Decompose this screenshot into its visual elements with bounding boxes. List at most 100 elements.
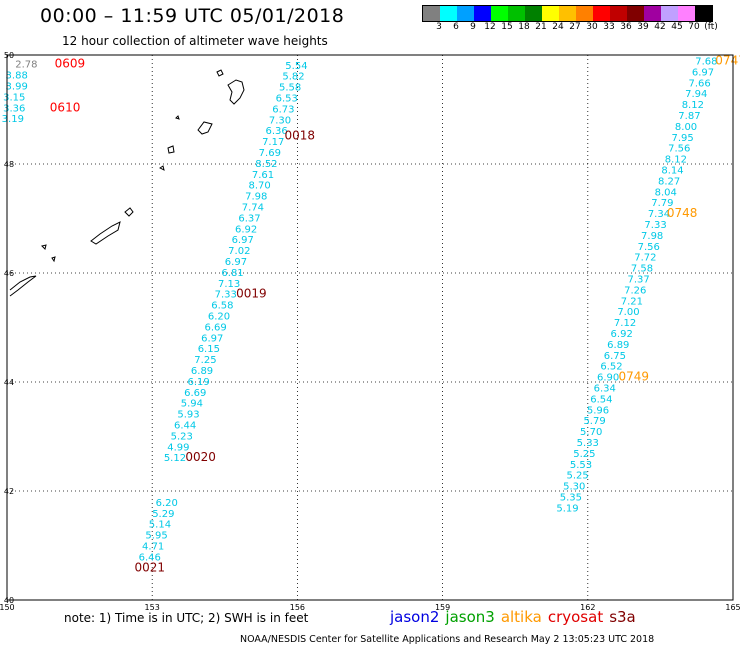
color-scale-label: 24 — [552, 22, 564, 32]
pass-time-label: 0021 — [135, 560, 166, 574]
wave-height-value: 5.96 — [587, 405, 609, 416]
color-scale-label: 33 — [603, 22, 615, 32]
island-small-6 — [51, 256, 56, 263]
color-scale-bar — [422, 5, 713, 22]
wave-height-value: 7.30 — [269, 115, 291, 126]
wave-height-value: 6.53 — [276, 94, 298, 105]
wave-height-value: 7.98 — [641, 231, 663, 242]
x-tick-label: 156 — [290, 603, 305, 612]
wave-height-value: 3.36 — [3, 103, 25, 114]
x-tick-label: 153 — [145, 603, 160, 612]
wave-height-value: 5.12 — [164, 453, 186, 464]
wave-height-value: 8.12 — [665, 155, 687, 166]
color-swatch — [644, 6, 661, 21]
wave-height-value: 7.98 — [245, 192, 267, 203]
color-swatch — [423, 6, 440, 21]
wave-height-value: 7.79 — [651, 198, 673, 209]
pass-time-label: 0609 — [55, 57, 86, 71]
color-scale-label: 9 — [470, 22, 476, 32]
color-swatch — [508, 6, 525, 21]
satellite-legend-item: jason2 — [390, 608, 440, 626]
wave-height-value: 7.72 — [634, 253, 656, 264]
color-scale-label: 18 — [518, 22, 530, 32]
color-swatch — [457, 6, 474, 21]
color-swatch — [661, 6, 678, 21]
wave-height-value: 6.97 — [225, 257, 247, 268]
wave-height-value: 4.71 — [142, 542, 164, 553]
coastline-islands — [9, 69, 245, 297]
wave-height-value: 8.04 — [655, 187, 677, 198]
wave-height-value: 6.52 — [600, 362, 622, 373]
wave-height-value: 6.44 — [174, 421, 196, 432]
island-iturup — [90, 221, 121, 245]
island-small-2 — [175, 115, 180, 120]
wave-height-value: 5.35 — [560, 492, 582, 503]
island-paramushir — [227, 79, 245, 105]
island-small-4 — [159, 165, 165, 171]
wave-height-value: 5.19 — [556, 503, 578, 514]
wave-height-value: 7.37 — [627, 274, 649, 285]
wave-height-value: 7.13 — [218, 279, 240, 290]
wave-height-value: 6.97 — [692, 67, 714, 78]
color-scale-label: 42 — [654, 22, 666, 32]
wave-height-value: 6.69 — [204, 322, 226, 333]
wave-height-value: 6.19 — [188, 377, 210, 388]
wave-height-value: 5.95 — [145, 531, 167, 542]
color-scale-label: 27 — [569, 22, 581, 32]
color-scale-label: 12 — [484, 22, 496, 32]
satellite-legend-item: cryosat — [547, 608, 604, 626]
wave-height-value: 6.37 — [238, 213, 260, 224]
wave-height-value: 7.21 — [621, 296, 643, 307]
wave-height-value: 6.15 — [198, 344, 220, 355]
time-labels: 0609 0610 0018 0019 0020 0021 0747 0748 0749 — [50, 53, 740, 574]
color-swatch — [440, 6, 457, 21]
satellite-legend-item: altika — [500, 608, 542, 626]
wave-height-value: 6.97 — [201, 333, 223, 344]
footer-note: note: 1) Time is in UTC; 2) SWH is in fe… — [64, 611, 309, 625]
wave-height-value: 6.89 — [607, 340, 629, 351]
wave-height-value: 7.33 — [644, 220, 666, 231]
wave-height-value: 5.14 — [149, 520, 171, 531]
wave-height-value: 8.14 — [661, 165, 683, 176]
wave-height-value: 6.81 — [221, 268, 243, 279]
wave-height-value: 3.15 — [3, 92, 25, 103]
wave-height-value: 7.33 — [215, 290, 237, 301]
color-swatch — [627, 6, 644, 21]
altimeter-tracks: 5.545.825.586.536.737.306.367.177.698.52… — [2, 56, 718, 563]
wave-height-value: 6.20 — [208, 312, 230, 323]
wave-height-value: 6.58 — [211, 301, 233, 312]
color-swatch — [474, 6, 491, 21]
footer-credit: NOAA/NESDIS Center for Satellite Applica… — [240, 634, 655, 645]
map-title: 00:00 – 11:59 UTC 05/01/2018 — [40, 5, 345, 27]
wave-height-value: 7.25 — [194, 355, 216, 366]
wave-height-value: 7.26 — [624, 285, 646, 296]
color-swatch — [576, 6, 593, 21]
wave-height-value: 5.94 — [181, 399, 203, 410]
x-tick-label: 162 — [580, 603, 595, 612]
color-scale-label: 45 — [671, 22, 683, 32]
wave-height-value: 7.34 — [648, 209, 670, 220]
wave-height-value: 6.92 — [611, 329, 633, 340]
wave-height-value: 6.36 — [265, 126, 287, 137]
y-tick-label: 44 — [4, 378, 14, 387]
x-tick-label: 165 — [725, 603, 740, 612]
wave-height-value: 5.93 — [177, 410, 199, 421]
color-swatch — [593, 6, 610, 21]
wave-height-value: 2.78 — [15, 60, 37, 71]
color-scale-label: 6 — [453, 22, 459, 32]
color-swatch — [678, 6, 695, 21]
pass-time-label: 0020 — [185, 450, 216, 464]
color-scale-label: 21 — [535, 22, 547, 32]
wave-height-value: 6.46 — [139, 552, 161, 563]
wave-height-value: 7.58 — [631, 264, 653, 275]
wave-height-value: 7.74 — [242, 203, 264, 214]
island-small-3 — [167, 145, 175, 154]
wave-height-value: 7.17 — [262, 137, 284, 148]
wave-height-value: 6.69 — [184, 388, 206, 399]
hokkaido-coast — [9, 275, 37, 297]
wave-height-value: 4.99 — [167, 442, 189, 453]
island-urup — [124, 207, 134, 217]
color-scale-label: 3 — [436, 22, 442, 32]
color-swatch — [695, 6, 712, 21]
